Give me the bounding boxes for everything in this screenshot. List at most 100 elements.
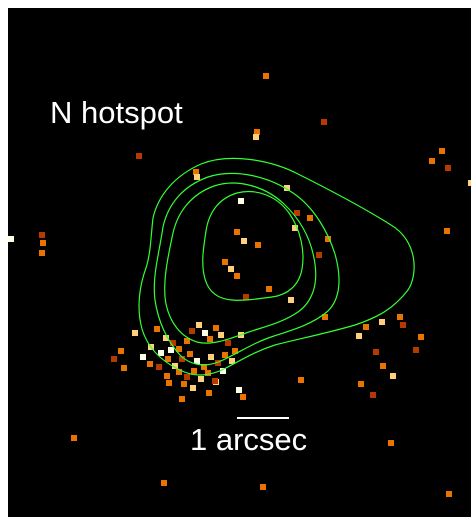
emission-pixel [234,273,240,279]
emission-pixel [161,480,167,486]
emission-pixel [213,325,219,331]
emission-pixel [201,364,207,370]
emission-pixel [179,396,185,402]
emission-pixel [325,236,331,242]
emission-pixel [191,368,197,374]
emission-pixel [397,314,403,320]
emission-pixel [220,368,226,374]
scale-bar [237,417,289,419]
emission-pixel [240,394,246,400]
emission-pixel [429,158,435,164]
emission-pixel [356,333,362,339]
emission-pixel [181,381,187,387]
emission-pixel [234,229,240,235]
emission-pixel [238,198,244,204]
emission-pixel [172,363,178,369]
contour-overlay [138,157,415,376]
emission-pixel [111,356,117,362]
emission-pixel [190,385,196,391]
emission-pixel [390,373,396,379]
emission-pixel [196,322,202,328]
emission-pixel [439,148,445,154]
emission-pixel [413,347,419,353]
emission-pixel [445,165,451,171]
scale-bar-label: 1 arcsec [190,422,308,457]
emission-pixel [253,134,259,140]
emission-pixel [229,358,235,364]
emission-pixel [363,324,369,330]
emission-pixel [446,491,452,497]
emission-pixel [193,169,199,175]
emission-pixel [222,352,228,358]
emission-pixel [316,252,322,258]
emission-pixel [136,153,142,159]
emission-pixel [212,378,218,384]
emission-pixel [380,363,386,369]
emission-pixel [187,351,193,357]
emission-pixel [202,330,208,336]
emission-pixel [228,266,234,272]
emission-pixel [147,361,153,367]
emission-pixel [184,338,190,344]
emission-pixel [215,360,221,366]
emission-pixel [206,390,212,396]
emission-pixel [292,225,298,231]
hotspot-title: N hotspot [50,95,183,130]
contour-level-4 [202,191,304,301]
emission-pixel [379,319,385,325]
emission-pixel [218,332,224,338]
emission-pixel [205,370,211,376]
emission-pixel [255,242,261,248]
emission-pixel [322,314,328,320]
emission-pixel [298,377,304,383]
emission-pixel [208,354,214,360]
emission-pixel [236,387,242,393]
emission-pixel [170,340,176,346]
emission-pixel [132,330,138,336]
emission-pixel [198,376,204,382]
emission-pixel [189,328,195,334]
contour-level-3 [164,182,317,344]
emission-pixel [165,356,171,362]
emission-pixel [260,484,266,490]
emission-pixel [39,250,45,256]
emission-pixel [168,347,174,353]
astronomical-image: N hotspot 1 arcsec [8,8,471,517]
emission-pixel [121,365,127,371]
emission-pixel [164,373,170,379]
emission-pixel [207,336,213,342]
emission-pixel [184,374,190,380]
emission-pixel [71,435,77,441]
emission-pixel [158,350,164,356]
emission-pixel-map [8,73,471,497]
emission-pixel [225,340,231,346]
emission-pixel [163,335,169,341]
emission-pixel [370,392,376,398]
emission-pixel [176,369,182,375]
emission-pixel [194,174,200,180]
emission-pixel [154,326,160,332]
emission-pixel [294,210,300,216]
emission-pixel [358,381,364,387]
contour-level-1 [138,157,415,376]
emission-pixel [156,364,162,370]
emission-pixel [307,215,313,221]
emission-pixel [194,358,200,364]
emission-pixel [140,354,146,360]
emission-pixel [400,322,406,328]
emission-pixel [40,240,46,246]
emission-pixel [263,73,269,79]
emission-pixel [254,129,260,135]
emission-pixel [373,349,379,355]
emission-pixel [288,297,294,303]
emission-pixel [222,259,228,265]
emission-pixel [166,380,172,386]
emission-pixel [118,348,124,354]
emission-pixel [266,286,272,292]
emission-pixel [8,236,14,242]
contour-level-2 [153,172,340,366]
emission-pixel [179,356,185,362]
emission-pixel [176,346,182,352]
emission-pixel [284,185,290,191]
emission-pixel [39,232,45,238]
